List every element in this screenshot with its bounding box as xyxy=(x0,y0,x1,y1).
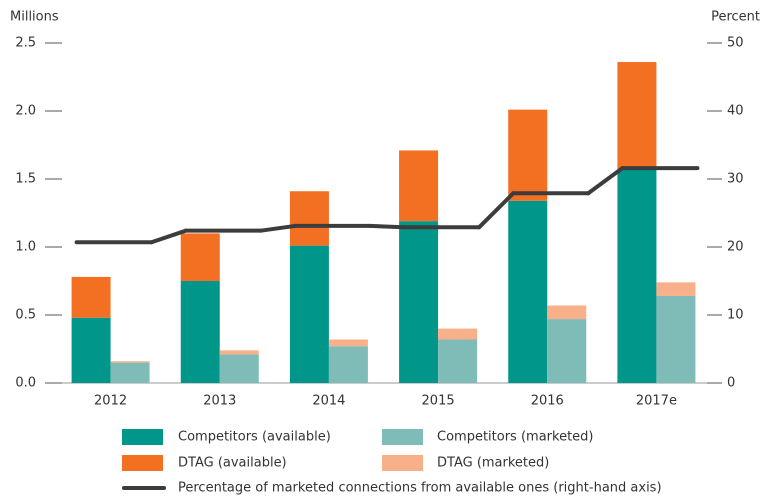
x-tick-label: 2015 xyxy=(422,394,455,409)
y-axis-label: Millions xyxy=(10,10,59,25)
x-tick-label: 2014 xyxy=(312,394,345,409)
bar xyxy=(180,233,220,281)
legend-swatch xyxy=(382,429,423,445)
y-tick-label: 2.5 xyxy=(15,36,36,51)
bar xyxy=(71,276,111,318)
bar xyxy=(656,295,696,383)
bar xyxy=(438,339,478,383)
y2-axis-label: Percent xyxy=(711,10,760,25)
legend-label: Competitors (marketed) xyxy=(437,430,593,445)
x-tick-label: 2017e xyxy=(636,394,677,409)
bar xyxy=(289,245,329,383)
line-connector xyxy=(477,191,516,230)
y-tick-label: 0.5 xyxy=(15,308,36,323)
bar xyxy=(547,319,587,383)
bar xyxy=(219,354,259,383)
bar xyxy=(656,282,696,296)
y-tick-label: 2.0 xyxy=(15,104,36,119)
bar xyxy=(219,350,259,355)
y-tick-label: 1.5 xyxy=(15,172,36,187)
y2-tick-label: 20 xyxy=(727,240,744,255)
legend-label: DTAG (available) xyxy=(178,456,287,471)
bar xyxy=(399,221,439,383)
bar xyxy=(328,339,368,347)
x-tick-label: 2016 xyxy=(531,394,564,409)
bar xyxy=(617,169,657,383)
y-tick-label: 0.0 xyxy=(15,376,36,391)
line-connector xyxy=(149,228,188,245)
y2-tick-label: 0 xyxy=(727,376,735,391)
bar xyxy=(71,317,111,383)
x-tick-label: 2013 xyxy=(203,394,236,409)
bar xyxy=(438,328,478,340)
bar xyxy=(508,109,548,201)
legend-label: DTAG (marketed) xyxy=(437,456,549,471)
line-connector xyxy=(586,166,625,196)
y2-tick-label: 40 xyxy=(727,104,744,119)
line-connector xyxy=(258,223,297,233)
bar xyxy=(110,361,150,363)
legend-swatch xyxy=(382,455,423,471)
bar xyxy=(617,62,657,170)
legend-swatch xyxy=(122,455,163,471)
bar xyxy=(399,150,439,222)
bar xyxy=(547,305,587,320)
legend-swatch xyxy=(122,429,163,445)
bar xyxy=(328,346,368,383)
bar xyxy=(508,200,548,383)
y2-tick-label: 30 xyxy=(727,172,744,187)
bar xyxy=(110,362,150,383)
legend-label: Percentage of marketed connections from … xyxy=(178,481,662,496)
bar xyxy=(289,191,329,246)
y2-tick-label: 50 xyxy=(727,36,744,51)
y-tick-label: 1.0 xyxy=(15,240,36,255)
line-connector xyxy=(367,223,407,230)
legend-label: Competitors (available) xyxy=(178,430,331,445)
y2-tick-label: 10 xyxy=(727,308,744,323)
x-tick-label: 2012 xyxy=(94,394,127,409)
bar xyxy=(180,281,220,383)
